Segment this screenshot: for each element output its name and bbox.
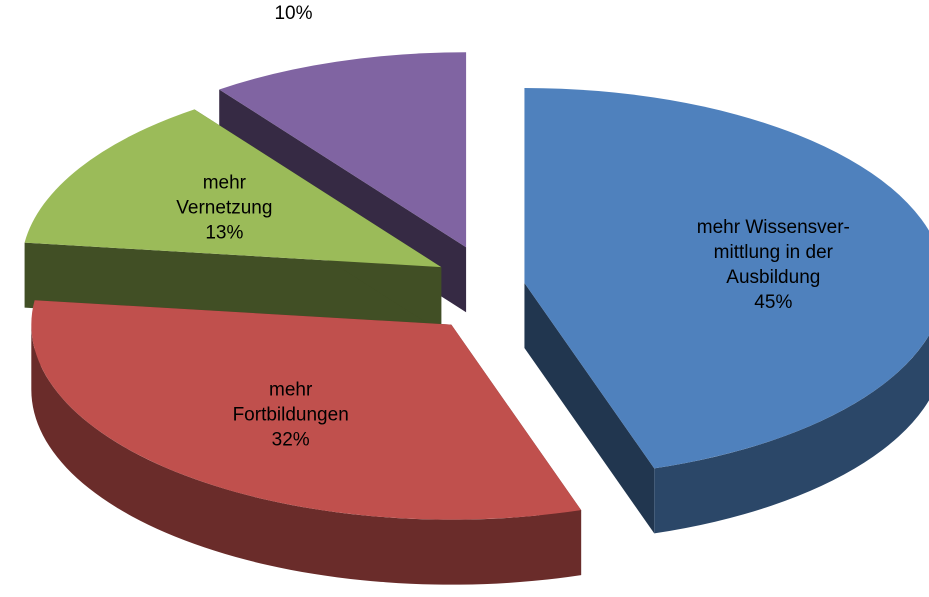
label-value: 32% — [271, 429, 310, 451]
slice — [219, 52, 467, 248]
label-category: mehr Fortbildungen — [232, 379, 349, 426]
data-label: mehr Information10% — [222, 0, 366, 26]
label-value: 13% — [205, 222, 244, 244]
data-label: mehr Vernetzung 13% — [176, 170, 272, 245]
data-label: mehr Fortbildungen 32% — [233, 377, 349, 452]
slice — [24, 109, 442, 268]
slice-side — [654, 335, 929, 534]
label-category: mehr Wissensver- mittlung in der Ausbild… — [696, 216, 850, 288]
label-value: 10% — [274, 2, 313, 24]
data-label: mehr Wissensver- mittlung in der Ausbild… — [697, 215, 850, 315]
slice — [524, 87, 929, 469]
slice-side — [31, 324, 582, 585]
slice-cut-face — [524, 282, 655, 534]
label-value: 45% — [754, 291, 793, 313]
slice — [31, 300, 582, 520]
label-category: mehr Vernetzung — [176, 172, 273, 219]
